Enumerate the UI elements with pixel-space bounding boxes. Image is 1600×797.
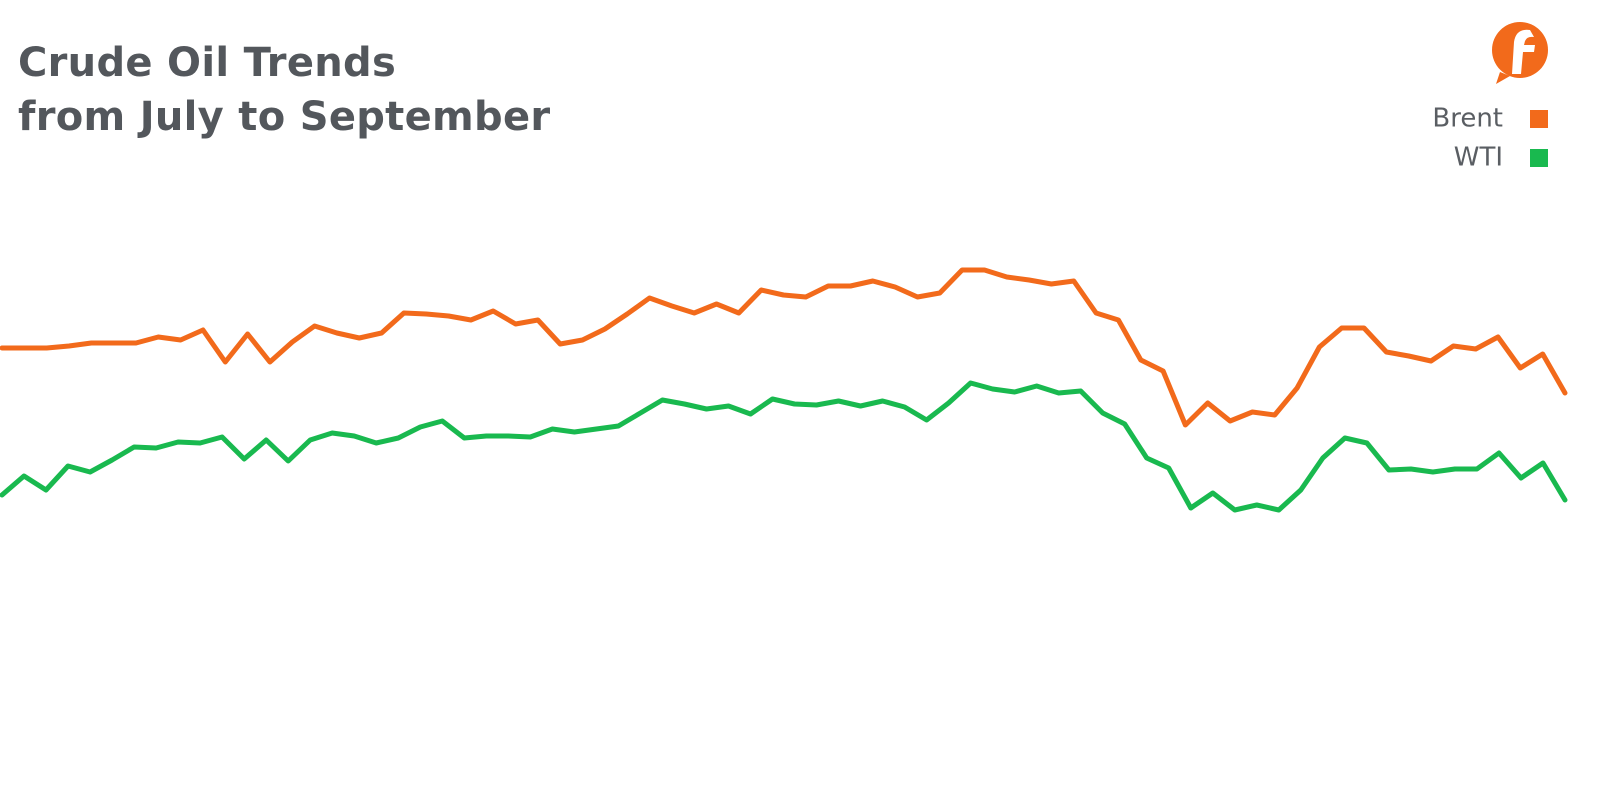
line [0,267,1568,428]
line [0,380,1568,513]
logo [1492,22,1548,84]
legend-swatch [1530,149,1548,167]
legend-label: WTI [1454,143,1503,173]
legend-label: Brent [1432,104,1503,134]
chart-title: Crude Oil Trends from July to September [18,40,551,140]
legend-swatch [1530,110,1548,128]
